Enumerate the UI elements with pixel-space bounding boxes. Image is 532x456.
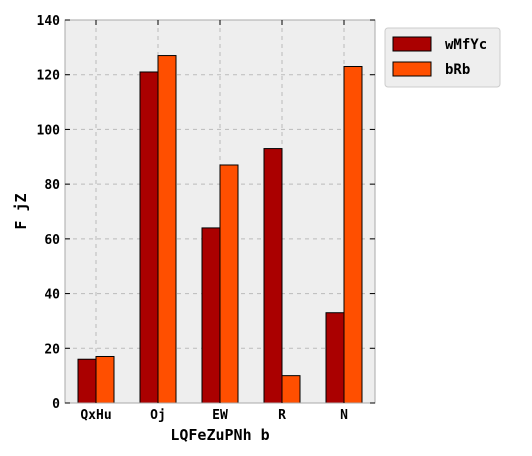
bar-bRb-QxHu	[95, 355, 115, 404]
legend-swatch-bRb	[392, 61, 432, 77]
x-tick-label: N	[340, 408, 348, 423]
y-tick-label: 80	[44, 178, 60, 193]
bar-bRb-EW	[219, 164, 239, 404]
y-tick-label: 100	[37, 123, 61, 138]
bar-wMfYc-QxHu	[77, 358, 97, 404]
x-tick-label: QxHu	[80, 408, 111, 423]
legend: wMfYc bRb	[384, 27, 501, 88]
y-tick-label: 140	[37, 14, 61, 29]
bar-wMfYc-EW	[201, 227, 221, 404]
y-tick-label: 60	[44, 233, 60, 248]
y-tick-label: 120	[37, 69, 61, 84]
legend-label-bRb: bRb	[445, 62, 470, 78]
y-tick-label: 0	[52, 397, 60, 412]
bar-wMfYc-N	[325, 312, 345, 404]
bar-bRb-N	[343, 66, 363, 404]
x-tick-label: R	[278, 408, 286, 423]
legend-swatch-wMfYc	[392, 36, 432, 52]
y-tick-label: 20	[44, 342, 60, 357]
bar-bRb-Oj	[157, 55, 177, 404]
bar-wMfYc-R	[263, 148, 283, 404]
y-axis-ticks: 0 20 40 60 80 100 120 140	[37, 14, 375, 412]
x-axis-label: LQFeZuPNh b	[170, 426, 269, 444]
bar-wMfYc-Oj	[139, 71, 159, 404]
legend-label-wMfYc: wMfYc	[445, 37, 487, 53]
bar-bRb-R	[281, 375, 301, 404]
y-axis-label: F jZ	[12, 193, 30, 229]
y-tick-label: 40	[44, 288, 60, 303]
x-tick-label: EW	[212, 408, 228, 423]
x-axis-ticks: QxHu Oj EW R N	[80, 20, 348, 423]
x-tick-label: Oj	[150, 408, 166, 423]
